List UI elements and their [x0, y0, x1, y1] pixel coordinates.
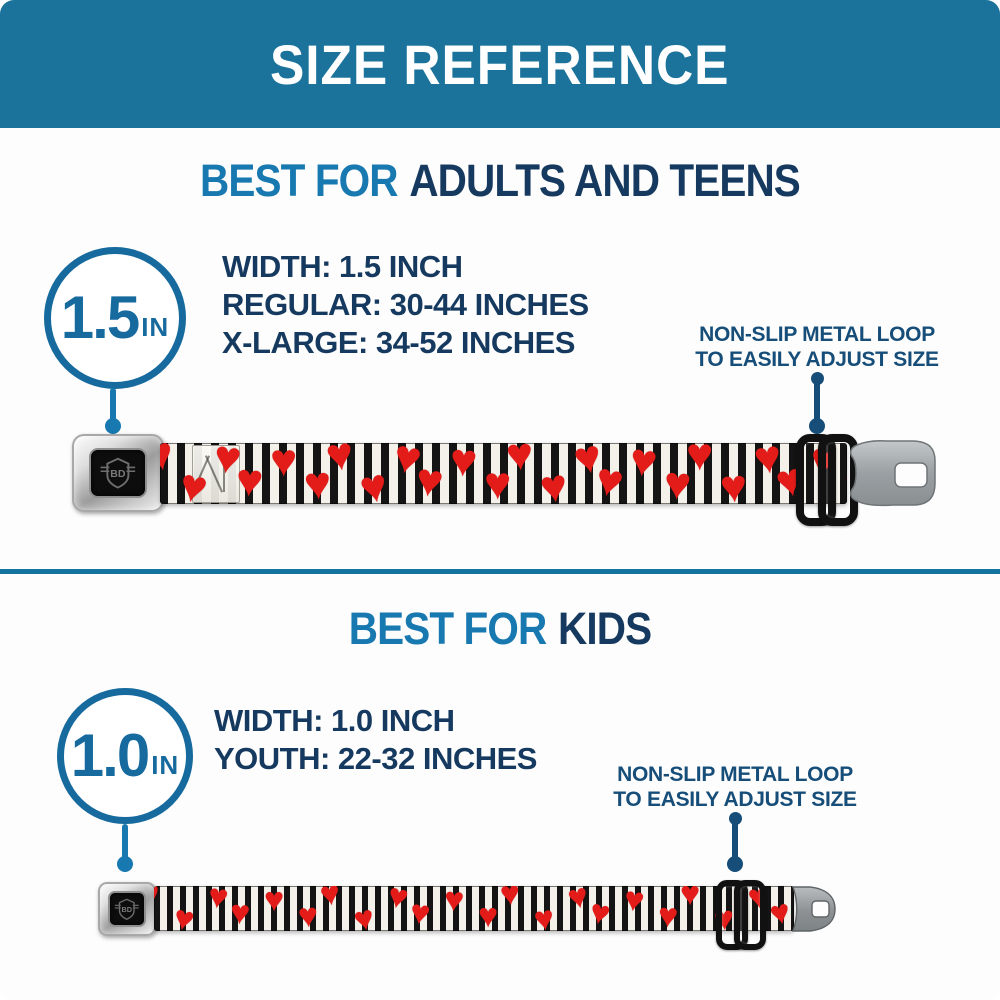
callout-pointer-dot-bottom [727, 856, 743, 872]
title-banner: SIZE REFERENCE [0, 0, 1000, 128]
heart-pattern-shape: ♥ [448, 443, 480, 487]
seatbelt-buckle: BD [98, 882, 156, 936]
metal-adjuster-loop-right [818, 434, 858, 526]
heart-pattern-shape: ♥ [228, 893, 252, 931]
badge-pointer-line [122, 824, 128, 860]
kids-section-heading: BEST FOR KIDS [50, 603, 950, 655]
heart-pattern-shape: ♥ [170, 898, 198, 931]
adults-metal-loop-callout: NON-SLIP METAL LOOP TO EASILY ADJUST SIZ… [657, 322, 977, 372]
heart-pattern-shape: ♥ [296, 896, 320, 931]
kids-spec-list: WIDTH: 1.0 INCH YOUTH: 22-32 INCHES [214, 702, 537, 778]
heart-pattern-shape: ♥ [478, 897, 499, 931]
kids-belt: BD ♥ ♥ ♥ ♥ ♥ ♥ ♥ ♥ ♥ ♥ ♥ ♥ ♥ ♥ ♥ ♥ ♥ ♥ ♥ ♥ ♥ ♥ [96, 876, 840, 950]
spec-youth: YOUTH: 22-32 INCHES [214, 741, 537, 776]
width-badge-1-0in: 1.0 IN [57, 688, 193, 824]
heart-pattern-shape: ♥ [264, 886, 285, 919]
metal-adjuster-loop-left [796, 434, 836, 526]
heading-adults-and-teens: ADULTS AND TEENS [409, 155, 801, 206]
buckle-logo-plate: BD [91, 449, 145, 497]
heart-pattern-shape: ♥ [621, 886, 647, 921]
badge-pointer-dot [105, 418, 121, 434]
heart-pattern-shape: ♥ [498, 886, 522, 914]
care-tag [191, 445, 240, 503]
spec-regular: REGULAR: 30-44 INCHES [222, 287, 589, 322]
callout-line2: TO EASILY ADJUST SIZE [613, 788, 857, 811]
width-badge-1-5in: 1.5 IN [44, 247, 186, 389]
heart-pattern-shape: ♥ [350, 898, 378, 931]
heart-pattern-shape: ♥ [536, 458, 571, 504]
heart-pattern-shape: ♥ [442, 886, 466, 920]
heart-pattern-shape: ♥ [680, 886, 701, 913]
callout-pointer-line [814, 378, 820, 422]
heart-pattern-shape: ♥ [531, 898, 557, 931]
heart-pattern-shape: ♥ [504, 443, 536, 481]
callout-pointer-line [732, 818, 738, 860]
metal-adjuster-loop-left [716, 880, 748, 950]
heart-pattern-shape: ♥ [205, 886, 231, 918]
belt-tongue-plate [792, 886, 836, 932]
heart-pattern-shape: ♥ [656, 896, 680, 931]
seatbelt-buckle: BD [72, 434, 164, 512]
spec-xlarge: X-LARGE: 34-52 INCHES [222, 325, 575, 360]
belt-webbing-striped-hearts: ♥ ♥ ♥ ♥ ♥ ♥ ♥ ♥ ♥ ♥ ♥ ♥ ♥ ♥ ♥ ♥ ♥ ♥ ♥ ♥ ♥ ♥ ♥ ♥ [160, 443, 847, 504]
callout-line1: NON-SLIP METAL LOOP [617, 763, 853, 786]
spec-width: WIDTH: 1.0 INCH [214, 703, 455, 738]
heading-best-for: BEST FOR [200, 155, 398, 206]
heart-pattern-shape: ♥ [322, 443, 357, 482]
belt-webbing-striped-hearts: ♥ ♥ ♥ ♥ ♥ ♥ ♥ ♥ ♥ ♥ ♥ ♥ ♥ ♥ ♥ ♥ ♥ ♥ ♥ ♥ ♥ ♥ [154, 886, 794, 931]
badge-value: 1.0 [70, 722, 150, 789]
heart-pattern-shape: ♥ [412, 452, 447, 504]
bd-logo-icon: BD [115, 898, 139, 920]
callout-line2: TO EASILY ADJUST SIZE [695, 348, 939, 371]
heart-pattern-shape: ♥ [718, 459, 750, 504]
heart-pattern-shape: ♥ [270, 443, 298, 486]
heading-best-for: BEST FOR [348, 603, 547, 654]
adults-belt: BD ♥ ♥ ♥ ♥ ♥ ♥ ♥ ♥ ♥ ♥ ♥ ♥ ♥ ♥ ♥ ♥ ♥ ♥ ♥ ♥ ♥ ♥ ♥ ♥ [70, 432, 938, 526]
heart-pattern-shape: ♥ [384, 886, 412, 918]
heart-pattern-shape: ♥ [354, 457, 393, 504]
heart-pattern-shape: ♥ [586, 892, 614, 931]
svg-text:BD: BD [110, 468, 126, 480]
buckle-logo-plate: BD [110, 892, 144, 926]
spec-width: WIDTH: 1.5 INCH [222, 249, 463, 284]
kids-metal-loop-callout: NON-SLIP METAL LOOP TO EASILY ADJUST SIZ… [575, 762, 895, 812]
adults-section-heading: BEST FOR ADULTS AND TEENS [50, 155, 950, 207]
svg-text:BD: BD [122, 905, 133, 914]
heart-pattern-shape: ♥ [154, 886, 164, 915]
care-tag-mark [221, 458, 233, 460]
heart-pattern-shape: ♥ [484, 457, 512, 504]
badge-unit: IN [141, 311, 170, 342]
belt-tongue-plate [849, 440, 936, 507]
badge-value: 1.5 [60, 284, 140, 351]
heart-pattern-shape: ♥ [686, 443, 714, 480]
heart-pattern-shape: ♥ [626, 443, 661, 488]
badge-unit: IN [151, 749, 180, 780]
heart-pattern-shape: ♥ [317, 886, 343, 915]
callout-pointer-dot-bottom [809, 418, 825, 434]
bd-logo-icon: BD [100, 457, 136, 489]
heart-pattern-shape: ♥ [407, 892, 433, 931]
heading-kids: KIDS [558, 603, 652, 654]
page-title: SIZE REFERENCE [270, 32, 730, 96]
adults-spec-list: WIDTH: 1.5 INCH REGULAR: 30-44 INCHES X-… [222, 248, 589, 362]
metal-adjuster-loop-right [734, 880, 766, 950]
heart-pattern-shape: ♥ [160, 443, 179, 483]
heart-pattern-shape: ♥ [564, 886, 592, 918]
heart-pattern-shape: ♥ [234, 453, 266, 504]
callout-line1: NON-SLIP METAL LOOP [699, 323, 935, 346]
badge-pointer-dot [117, 856, 133, 872]
care-tag-mark [223, 456, 225, 492]
badge-pointer-line [110, 388, 116, 422]
section-divider [0, 569, 1000, 574]
